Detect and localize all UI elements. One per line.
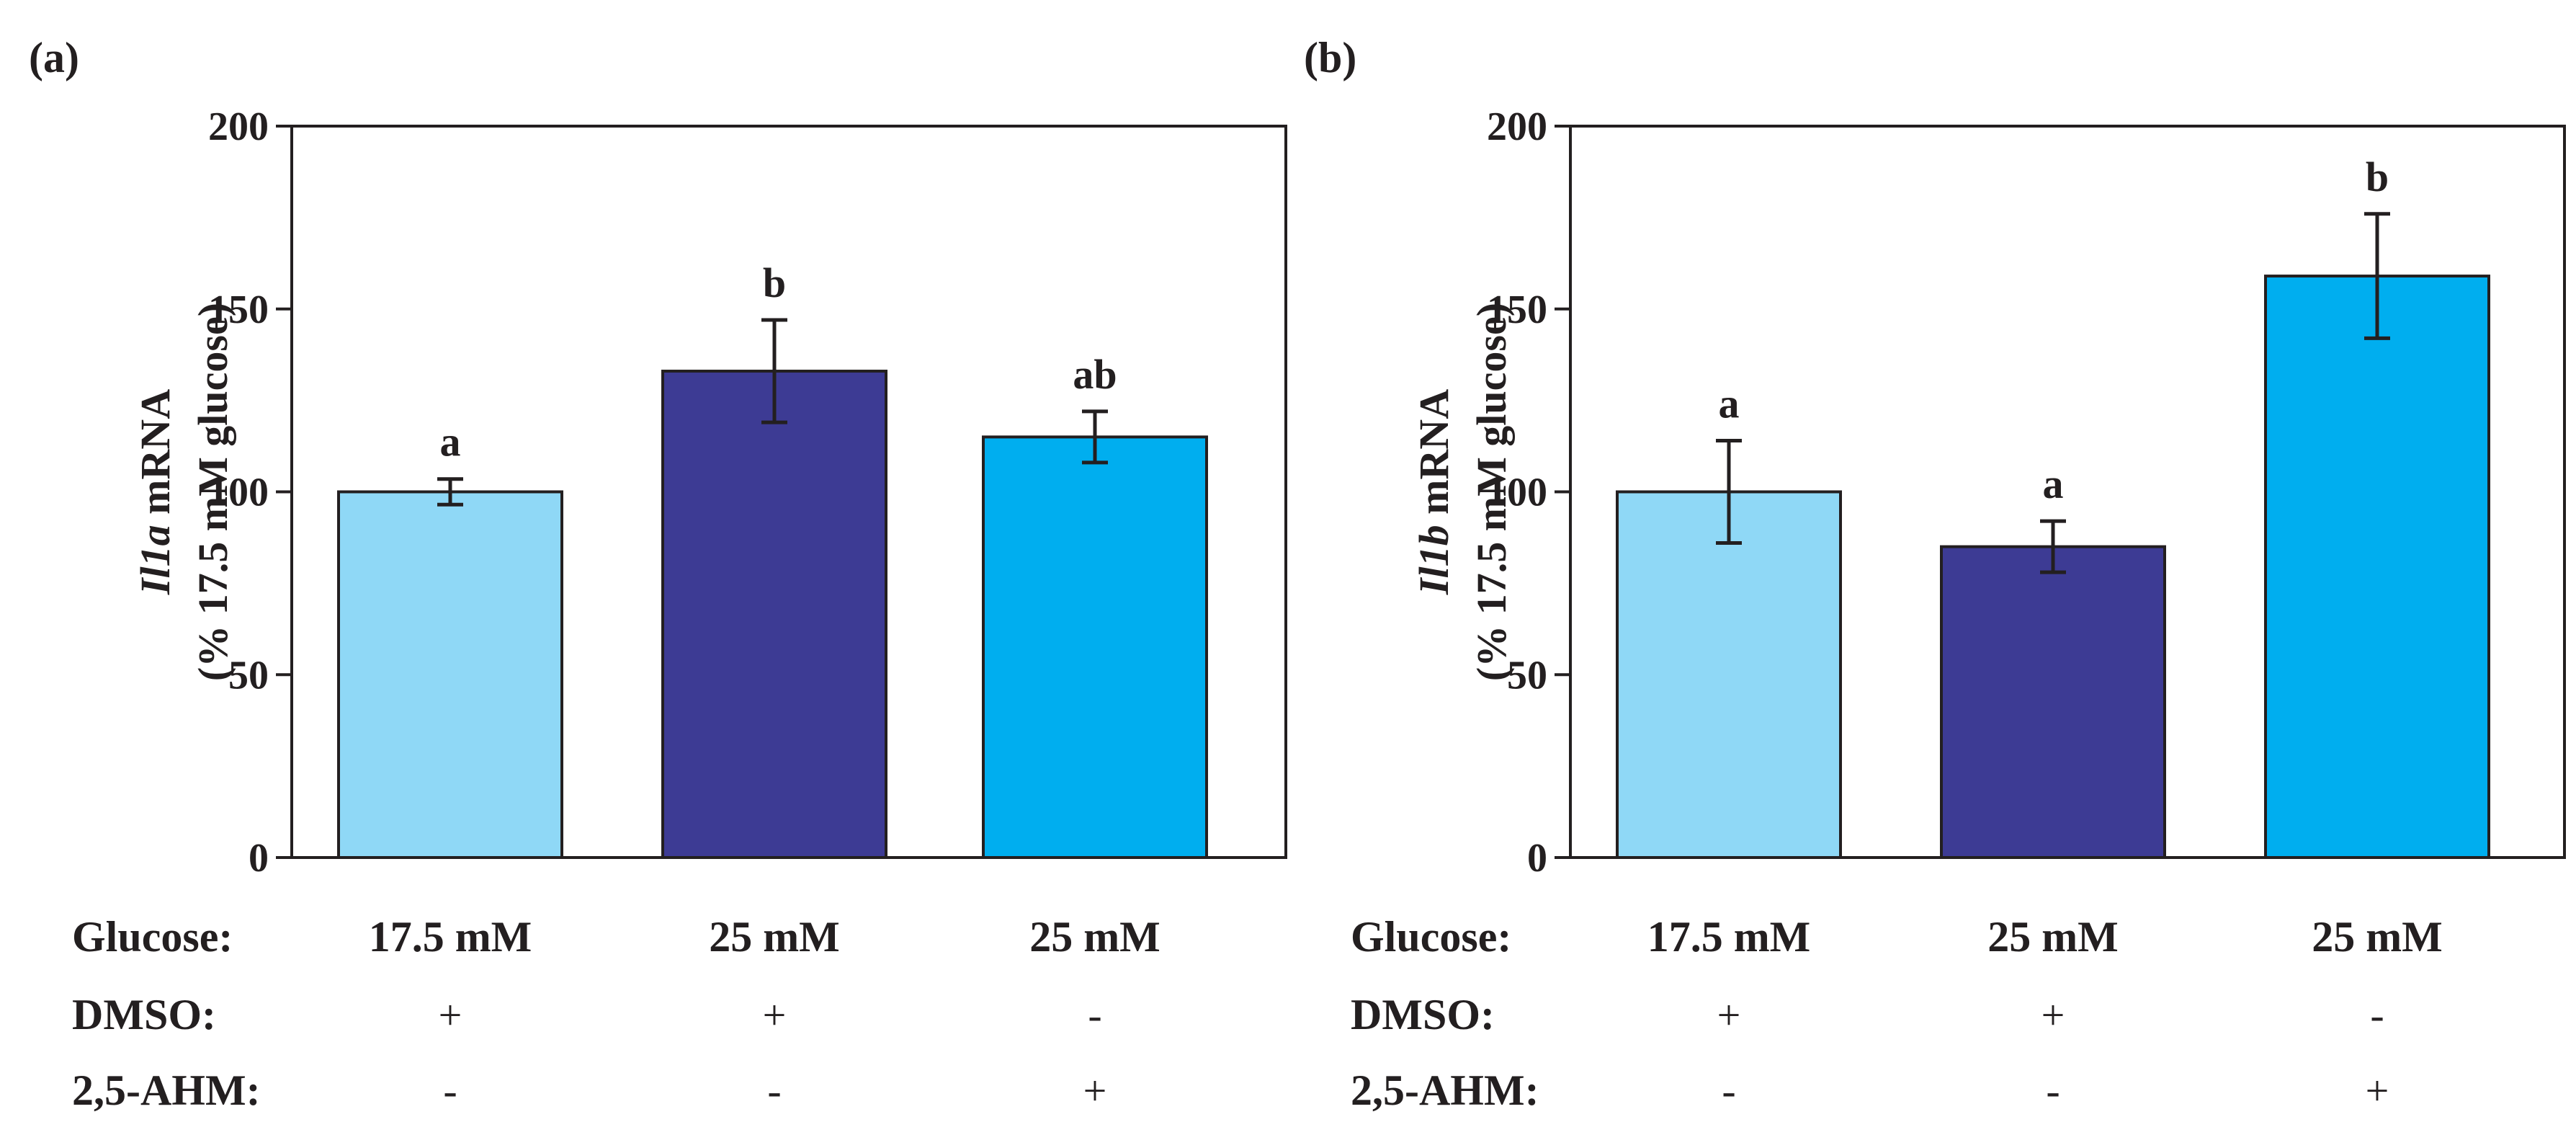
row-label: DMSO:: [1351, 991, 1495, 1038]
y-axis-label-line2: (% 17.5 mM glucose): [189, 303, 236, 681]
significance-letter: ab: [1073, 351, 1117, 398]
y-tick-label: 50: [228, 653, 269, 698]
condition-glucose: 17.5 mM: [369, 913, 532, 961]
y-axis-label: Il1a mRNA: [132, 389, 179, 595]
y-tick-label: 100: [208, 471, 269, 515]
row-label: 2,5-AHM:: [72, 1067, 261, 1114]
significance-letter: a: [2043, 460, 2064, 507]
panel-a: (a) 0 50 100 150 200 Il1a mRNA (% 17.5 mM gluco…: [29, 34, 1287, 1114]
y-tick-label: 100: [1487, 471, 1547, 515]
row-label: Glucose:: [72, 913, 233, 961]
condition-ahm: +: [1083, 1067, 1107, 1114]
condition-dmso: +: [763, 992, 787, 1038]
panel-label: (b): [1304, 34, 1356, 81]
bar: [1616, 490, 1842, 859]
significance-letter: b: [763, 259, 786, 306]
bar: [2264, 275, 2490, 859]
condition-ahm: -: [1722, 1067, 1735, 1114]
condition-ahm: +: [2366, 1067, 2389, 1114]
condition-dmso: +: [439, 992, 462, 1038]
panel-label: (a): [29, 34, 79, 81]
significance-letter: b: [2366, 153, 2389, 200]
condition-dmso: -: [2370, 992, 2384, 1038]
y-axis-label-line2: (% 17.5 mM glucose): [1468, 303, 1515, 681]
y-tick-label: 0: [1527, 836, 1547, 881]
y-tick-label: 200: [208, 104, 269, 149]
significance-letter: a: [1719, 380, 1740, 427]
y-axis-label: Il1b mRNA: [1410, 389, 1457, 595]
bar: [661, 370, 887, 859]
condition-glucose: 25 mM: [2312, 913, 2443, 961]
condition-dmso: -: [1088, 992, 1101, 1038]
y-axis-gene-name: Il1b: [1410, 525, 1457, 595]
row-label: Glucose:: [1351, 913, 1511, 961]
row-label: DMSO:: [72, 991, 216, 1038]
bar: [337, 490, 563, 859]
condition-glucose: 17.5 mM: [1647, 913, 1811, 961]
significance-letter: a: [440, 419, 461, 466]
condition-glucose: 25 mM: [709, 913, 840, 961]
y-tick-label: 50: [1507, 653, 1547, 698]
condition-ahm: -: [443, 1067, 457, 1114]
y-tick-label: 0: [249, 836, 269, 881]
y-axis-gene-name: Il1a: [132, 525, 179, 595]
condition-ahm: -: [2046, 1067, 2060, 1114]
y-tick-label: 150: [1487, 288, 1547, 332]
condition-glucose: 25 mM: [1029, 913, 1160, 961]
panel-b: (b) 0 50 100 150 200 Il1b mRNA (% 17.5 mM gluco…: [1304, 34, 2566, 1114]
bar: [982, 435, 1208, 859]
y-axis-label-unit: mRNA: [132, 389, 179, 525]
condition-dmso: +: [1717, 992, 1741, 1038]
y-tick-label: 200: [1487, 104, 1547, 149]
row-label: 2,5-AHM:: [1351, 1067, 1539, 1114]
condition-dmso: +: [2041, 992, 2065, 1038]
bar: [1940, 545, 2166, 859]
y-axis-label-unit: mRNA: [1410, 389, 1457, 525]
condition-ahm: -: [767, 1067, 781, 1114]
y-tick-label: 150: [208, 288, 269, 332]
condition-glucose: 25 mM: [1987, 913, 2119, 961]
